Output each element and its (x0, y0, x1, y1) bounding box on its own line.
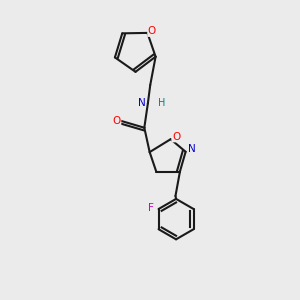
Text: F: F (148, 202, 154, 212)
Text: O: O (172, 132, 180, 142)
Text: N: N (138, 98, 146, 108)
Text: N: N (188, 144, 196, 154)
Text: O: O (112, 116, 121, 126)
Text: O: O (148, 26, 156, 36)
Text: H: H (158, 98, 165, 108)
